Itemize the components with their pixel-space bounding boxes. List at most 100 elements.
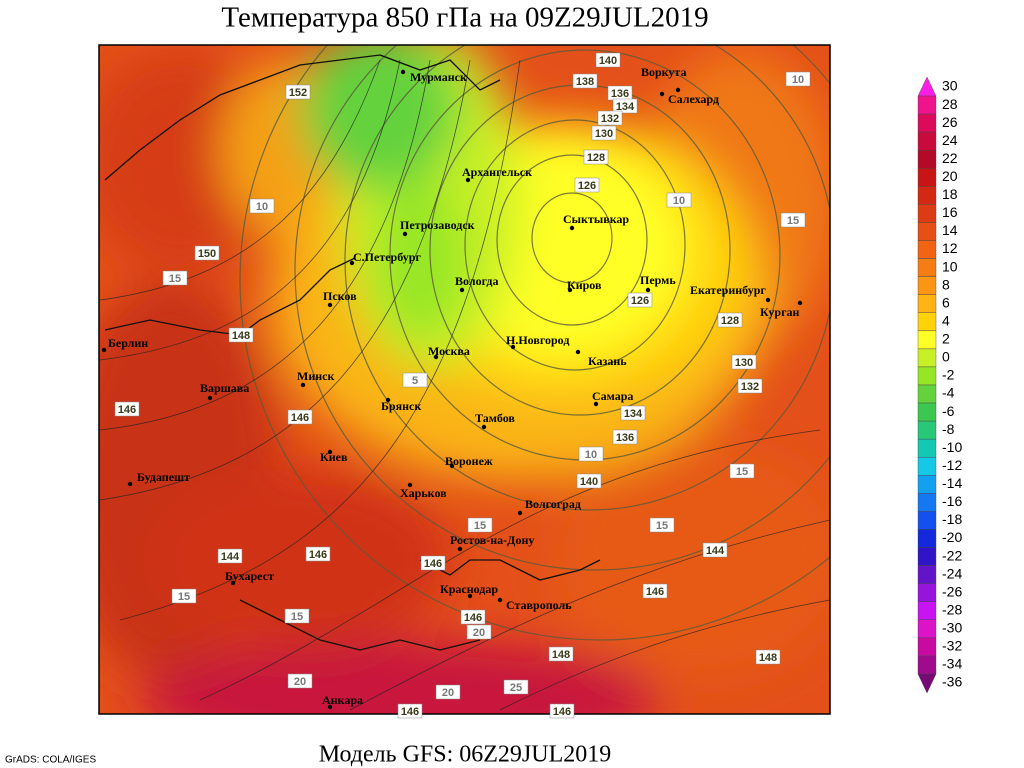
city-dot	[207, 395, 213, 401]
height-label-box	[717, 312, 743, 328]
colorbar-swatch	[917, 312, 937, 332]
colorbar-label: -28	[942, 601, 962, 617]
city-dot	[575, 349, 581, 355]
city-label: Варшава	[200, 381, 249, 395]
city-label: Брянск	[381, 399, 421, 413]
colorbar-swatch	[917, 276, 937, 295]
temperature-label: 10	[256, 201, 268, 213]
height-label-box	[420, 555, 446, 571]
colorbar-label: 0	[942, 349, 950, 365]
colorbar-label: -18	[942, 511, 962, 527]
city-label: Будапешт	[137, 470, 190, 484]
height-label: 126	[631, 295, 649, 307]
colorbar-swatch	[917, 655, 937, 675]
height-label: 132	[601, 113, 619, 125]
height-label: 138	[576, 76, 594, 88]
city-label: Архангельск	[462, 165, 532, 179]
height-label: 136	[611, 88, 629, 100]
height-label-box	[217, 548, 243, 564]
colorbar-swatch	[917, 95, 937, 115]
colorbar-swatch	[917, 402, 937, 422]
city-dot	[465, 177, 471, 183]
city-label: Анкара	[322, 693, 363, 707]
city-dot	[593, 401, 599, 407]
city-label: Петрозаводск	[400, 218, 475, 232]
height-label-box	[702, 542, 728, 558]
temperature-field	[99, 45, 830, 714]
temperature-label: 10	[673, 195, 685, 207]
colorbar-swatch	[917, 76, 937, 97]
city-label: Н.Новгород	[506, 333, 569, 347]
colorbar-swatch	[917, 547, 937, 566]
colorbar-label: -30	[942, 620, 962, 636]
city-dot	[349, 260, 355, 266]
colorbar-label: -2	[942, 367, 955, 383]
height-label: 148	[759, 652, 777, 664]
city-label: Москва	[428, 344, 470, 358]
city-dot	[645, 287, 651, 293]
colorbar-label: -26	[942, 583, 962, 599]
colorbar-label: 14	[942, 222, 958, 238]
temperature-label: 15	[178, 591, 190, 603]
city-dot	[300, 382, 306, 388]
colorbar-swatch	[917, 258, 937, 277]
height-label-box	[591, 125, 617, 141]
colorbar-label: -10	[942, 439, 962, 455]
colorbar-swatch	[917, 222, 937, 241]
city-label: С.Петербург	[353, 250, 421, 264]
city-dot	[127, 481, 133, 487]
temperature-label: 10	[792, 74, 804, 86]
credit: GrADS: COLA/IGES	[5, 755, 96, 766]
height-label-box	[228, 327, 254, 343]
city-dot	[481, 424, 487, 430]
city-label: Воронеж	[445, 454, 493, 468]
height-label-box	[574, 177, 600, 193]
colorbar-swatch	[917, 294, 937, 313]
city-label: Краснодар	[440, 582, 498, 596]
colorbar-label: -12	[942, 457, 962, 473]
colorbar-label: -24	[942, 565, 962, 581]
city-dot	[449, 463, 455, 469]
height-label: 134	[624, 408, 643, 420]
city-dot	[569, 225, 575, 231]
city-label: Псков	[323, 289, 357, 303]
temperature-label: 15	[291, 611, 303, 623]
colorbar-label: 20	[942, 168, 958, 184]
city-label: Мурманск	[410, 70, 467, 84]
height-label: 128	[587, 152, 605, 164]
city-label: Тамбов	[475, 411, 515, 425]
temperature-label: 20	[473, 627, 485, 639]
height-label-box	[114, 401, 140, 417]
temperature-label-box	[780, 212, 806, 228]
colorbar-label: -14	[942, 475, 962, 491]
city-dot	[675, 87, 681, 93]
model-caption: Модель GFS: 06Z29JUL2019	[319, 742, 612, 768]
colorbar-label: 16	[942, 204, 958, 220]
colorbar-label: 6	[942, 294, 950, 310]
city-label: Казань	[588, 354, 627, 368]
colorbar-swatch	[917, 619, 937, 639]
colorbar-swatch	[917, 511, 937, 530]
colorbar-swatch	[917, 240, 937, 259]
height-label-box	[576, 473, 602, 489]
temperature-label: 15	[787, 215, 799, 227]
colorbar-label: 2	[942, 331, 950, 347]
temperature-label-box	[467, 517, 493, 533]
colorbar-label: 22	[942, 150, 958, 166]
city-dot	[517, 510, 523, 516]
city-label: Киев	[320, 450, 348, 464]
city-label: Харьков	[400, 486, 447, 500]
colorbar-label: 10	[942, 258, 958, 274]
colorbar-label: -34	[942, 656, 962, 672]
temperature-label-box	[249, 198, 275, 214]
city-label: Минск	[297, 369, 334, 383]
colorbar-label: -20	[942, 529, 962, 545]
temperature-label-box	[284, 608, 310, 624]
temperature-label-box	[171, 588, 197, 604]
colorbar-swatch	[917, 475, 937, 494]
city-label: Волгоград	[525, 497, 581, 511]
height-label: 140	[580, 476, 598, 488]
city-dot	[797, 300, 803, 306]
